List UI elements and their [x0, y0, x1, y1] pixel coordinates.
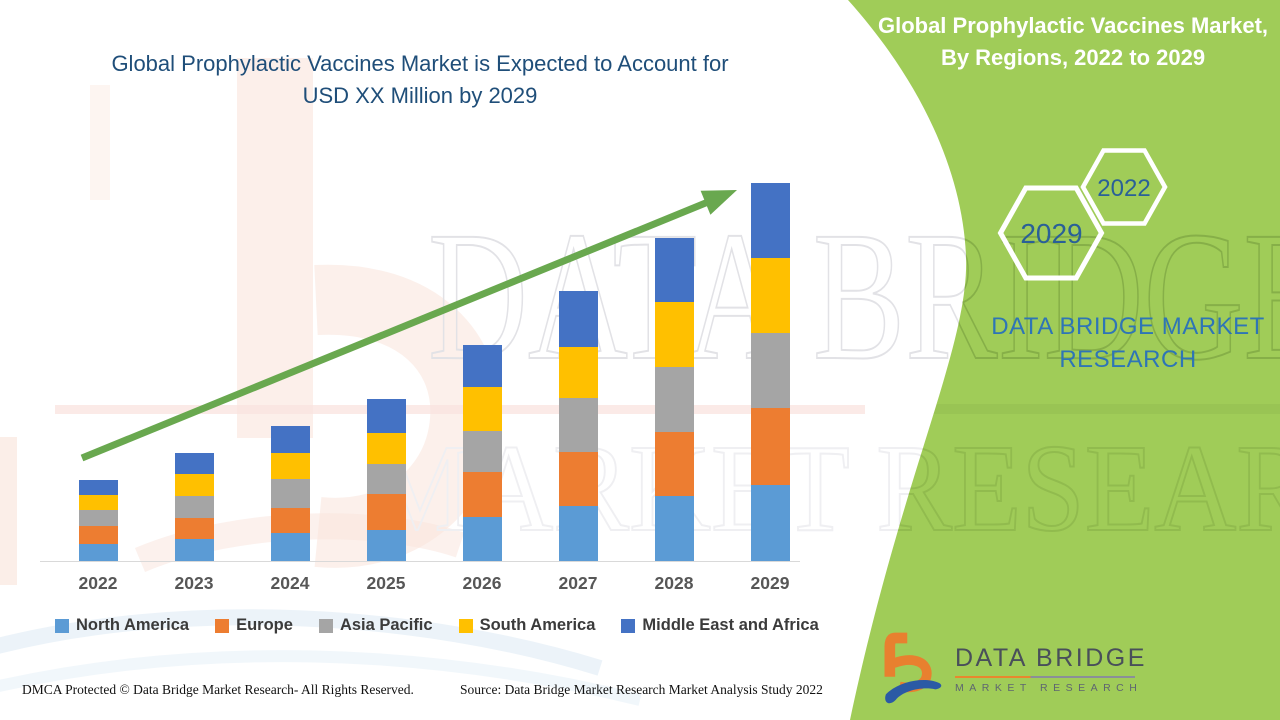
hexagon-badges [997, 148, 1168, 281]
bar-segment-2026-south-america [462, 387, 502, 431]
bar-2028 [654, 238, 694, 561]
panel-brand-text: DATA BRIDGE MARKET RESEARCH [991, 313, 1265, 373]
legend-item-europe: Europe [215, 616, 293, 635]
x-axis-label-2022: 2022 [78, 573, 118, 593]
green-panel-shape [848, 0, 1280, 720]
bar-segment-2026-europe [462, 472, 502, 517]
bar-segment-2029-europe [750, 408, 790, 485]
bar-segment-2022-europe [78, 526, 118, 544]
bar-segment-2025-north-america [366, 530, 406, 561]
x-axis-label-2029: 2029 [750, 573, 790, 593]
legend-label: Asia Pacific [339, 616, 433, 634]
x-axis-label-2023: 2023 [174, 573, 214, 593]
bar-segment-2025-europe [366, 494, 406, 530]
bar-2024 [270, 426, 310, 561]
bar-segment-2022-middle-east-and-africa [78, 480, 118, 495]
bar-segment-2029-middle-east-and-africa [750, 183, 790, 258]
x-axis-label-2024: 2024 [270, 573, 310, 593]
bar-segment-2023-europe [174, 518, 214, 539]
bar-segment-2022-asia-pacific [78, 510, 118, 526]
bar-segment-2027-south-america [558, 347, 598, 398]
legend-item-north-america: North America [55, 616, 189, 635]
bar-segment-2027-north-america [558, 506, 598, 561]
x-axis-label-2028: 2028 [654, 573, 694, 593]
bar-segment-2022-south-america [78, 495, 118, 510]
bar-segment-2025-middle-east-and-africa [366, 399, 406, 433]
bar-2023 [174, 453, 214, 561]
legend-label: Middle East and Africa [642, 616, 819, 634]
x-axis-label-2027: 2027 [558, 573, 598, 593]
logo-tagline: MARKET RESEARCH [955, 682, 1143, 694]
bar-segment-2029-asia-pacific [750, 333, 790, 408]
main-title: Global Prophylactic Vaccines Market is E… [111, 51, 729, 108]
bar-2026 [462, 345, 502, 561]
logo-name: DATA BRIDGE [955, 644, 1147, 672]
trend-arrow [80, 190, 737, 462]
databridge-logo-icon [884, 632, 942, 704]
bar-segment-2028-south-america [654, 302, 694, 367]
blue-swoosh-watermark [0, 609, 642, 706]
bar-segment-2022-north-america [78, 544, 118, 561]
bar-2029 [750, 183, 790, 561]
panel-title: Global Prophylactic Vaccines Market, By … [877, 13, 1269, 70]
hexagon-2029 [997, 185, 1105, 281]
legend-swatch-icon [621, 618, 636, 633]
bar-segment-2024-middle-east-and-africa [270, 426, 310, 453]
hexagon-2022 [1080, 148, 1168, 226]
bar-2025 [366, 399, 406, 561]
bar-segment-2025-asia-pacific [366, 464, 406, 494]
bar-segment-2023-asia-pacific [174, 496, 214, 518]
bar-chart-plot-area: 2022 2023 2024 2025 2026 2027 2028 2029 [40, 170, 800, 593]
bar-segment-2023-middle-east-and-africa [174, 453, 214, 474]
legend-swatch-icon [458, 618, 473, 633]
legend-swatch-icon [318, 618, 333, 633]
hexagon-2022-label: 2022 [1097, 175, 1151, 202]
bar-segment-2026-middle-east-and-africa [462, 345, 502, 387]
bar-segment-2024-europe [270, 508, 310, 533]
pink-band-watermark [55, 405, 865, 414]
bar-2027 [558, 291, 598, 561]
bar-segment-2023-north-america [174, 539, 214, 561]
databridge-logo: DATA BRIDGE MARKET RESEARCH [884, 632, 1147, 706]
legend-swatch-icon [55, 618, 69, 633]
bar-segment-2025-south-america [366, 433, 406, 464]
bar-segment-2029-north-america [750, 485, 790, 561]
bar-segment-2027-middle-east-and-africa [558, 291, 598, 347]
bar-segment-2028-north-america [654, 496, 694, 561]
bar-segment-2029-south-america [750, 258, 790, 333]
bar-segment-2026-asia-pacific [462, 431, 502, 472]
bar-segment-2023-south-america [174, 474, 214, 496]
bar-segment-2024-north-america [270, 533, 310, 561]
bar-segment-2028-middle-east-and-africa [654, 238, 694, 302]
legend-item-middle-east-and-africa: Middle East and Africa [621, 616, 819, 635]
bar-segment-2024-south-america [270, 453, 310, 479]
legend-item-asia-pacific: Asia Pacific [318, 616, 433, 635]
legend-swatch-icon [215, 618, 230, 633]
legend-label: Europe [236, 616, 293, 634]
bar-segment-2027-europe [558, 452, 598, 506]
hexagon-2029-label: 2029 [1020, 218, 1083, 249]
footer-source-text: Source: Data Bridge Market Research Mark… [460, 682, 823, 697]
bar-segment-2024-asia-pacific [270, 479, 310, 508]
legend-label: South America [479, 616, 596, 634]
chart-legend: North America Europe Asia Pacific South Ame… [55, 616, 819, 635]
bar-segment-2028-asia-pacific [654, 367, 694, 432]
logo-underline [955, 676, 1135, 678]
legend-item-south-america: South America [458, 616, 596, 635]
legend-label: North America [76, 616, 190, 634]
bar-2022 [78, 480, 118, 561]
bar-segment-2027-asia-pacific [558, 398, 598, 452]
databridge-logo-words: DATA BRIDGE MARKET RESEARCH [955, 632, 1147, 694]
bar-segment-2028-europe [654, 432, 694, 496]
bar-segment-2026-north-america [462, 517, 502, 561]
x-axis-label-2026: 2026 [462, 573, 502, 593]
x-axis-label-2025: 2025 [366, 573, 406, 593]
footer-dmca-text: DMCA Protected © Data Bridge Market Rese… [22, 682, 414, 697]
